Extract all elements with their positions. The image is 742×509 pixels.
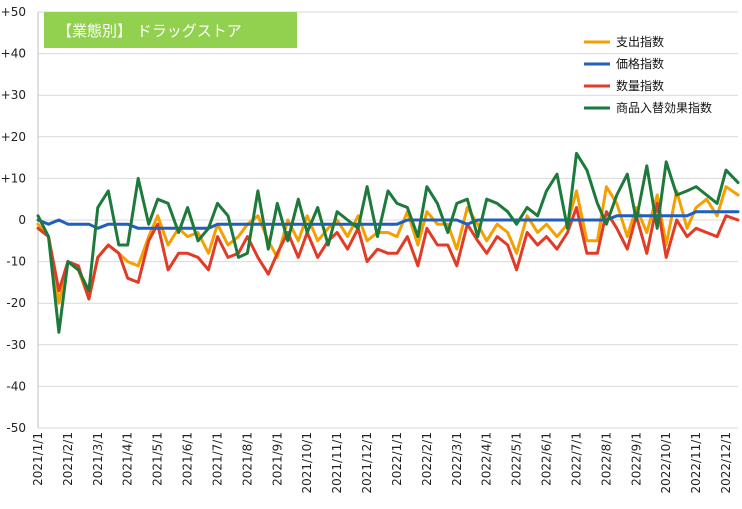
x-tick-label: 2022/2/1 — [420, 432, 434, 486]
x-tick-label: 2021/8/1 — [240, 432, 254, 486]
x-tick-label: 2022/8/1 — [599, 432, 613, 486]
legend-label: 数量指数 — [616, 78, 664, 93]
x-tick-label: 2022/9/1 — [629, 432, 643, 486]
x-tick-label: 2022/5/1 — [510, 432, 524, 486]
x-tick-label: 2021/6/1 — [181, 432, 195, 486]
x-tick-label: 2021/9/1 — [270, 432, 284, 486]
x-tick-label: 2021/12/1 — [360, 432, 374, 494]
x-tick-label: 2021/5/1 — [151, 432, 165, 486]
x-tick-label: 2022/12/1 — [719, 432, 733, 494]
series-lines — [36, 151, 740, 334]
y-tick-label: -40 — [6, 379, 26, 393]
x-tick-label: 2021/10/1 — [300, 432, 314, 494]
x-tick-label: 2022/7/1 — [569, 432, 583, 486]
x-tick-label: 2021/2/1 — [61, 432, 75, 486]
y-tick-label: -30 — [6, 338, 26, 352]
y-tick-label: +30 — [1, 88, 26, 102]
y-tick-label: +20 — [1, 130, 26, 144]
x-tick-label: 2022/6/1 — [540, 432, 554, 486]
y-tick-label: +10 — [1, 171, 26, 185]
x-tick-label: 2021/11/1 — [330, 432, 344, 494]
y-tick-label: -20 — [6, 296, 26, 310]
x-tick-label: 2022/10/1 — [659, 432, 673, 494]
legend-label: 商品入替効果指数 — [616, 100, 712, 115]
series-line-1 — [36, 210, 740, 230]
x-tick-label: 2021/4/1 — [121, 432, 135, 486]
legend-label: 支出指数 — [616, 34, 664, 49]
x-tick-label: 2022/1/1 — [390, 432, 404, 486]
y-tick-label: +40 — [1, 47, 26, 61]
legend-label: 価格指数 — [616, 56, 664, 71]
chart-title-box: 【業態別】 ドラッグストア — [44, 12, 297, 48]
series-line-3 — [36, 151, 740, 334]
y-tick-label: -10 — [6, 255, 26, 269]
y-tick-label: -50 — [6, 421, 26, 435]
x-tick-label: 2021/1/1 — [31, 432, 45, 486]
y-axis-ticks: -50 -40 -30 -20 -10 0 +10 +20 +30 +40 +50 — [1, 5, 26, 435]
x-tick-label: 2021/7/1 — [210, 432, 224, 486]
y-tick-label: 0 — [18, 213, 26, 227]
x-tick-label: 2022/3/1 — [450, 432, 464, 486]
x-tick-label: 2021/3/1 — [91, 432, 105, 486]
chart-title: 【業態別】 ドラッグストア — [57, 22, 242, 40]
x-tick-label: 2022/4/1 — [480, 432, 494, 486]
x-tick-label: 2022/11/1 — [689, 432, 703, 494]
y-tick-label: +50 — [1, 5, 26, 19]
x-axis-ticks: 2021/1/1 2021/2/1 2021/3/1 2021/4/1 2021/5/1… — [31, 432, 733, 494]
